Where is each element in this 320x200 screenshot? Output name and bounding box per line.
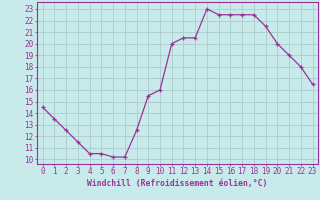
X-axis label: Windchill (Refroidissement éolien,°C): Windchill (Refroidissement éolien,°C)	[87, 179, 268, 188]
